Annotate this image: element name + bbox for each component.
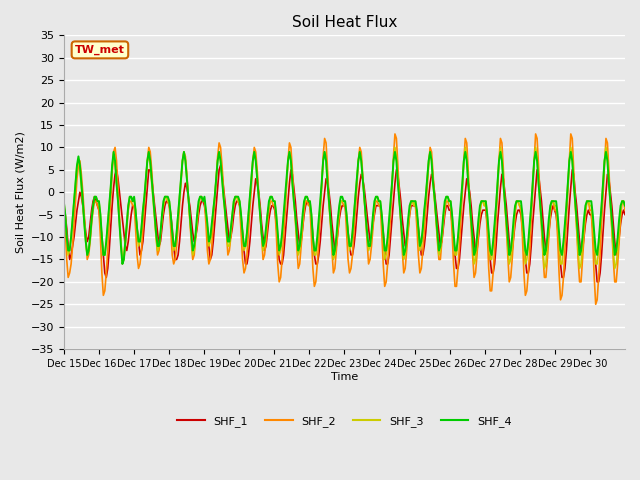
SHF_1 xyxy=(593,279,601,285)
SHF_1 xyxy=(545,230,553,236)
X-axis label: Time: Time xyxy=(331,372,358,382)
SHF_1 xyxy=(60,203,68,208)
Line: SHF_3: SHF_3 xyxy=(64,147,625,268)
SHF_3 xyxy=(349,230,356,236)
SHF_4 xyxy=(351,194,359,200)
SHF_2 xyxy=(592,301,600,307)
SHF_3 xyxy=(621,203,629,208)
SHF_4 xyxy=(109,149,117,155)
SHF_4 xyxy=(118,261,126,267)
SHF_2 xyxy=(621,207,629,213)
Legend: SHF_1, SHF_2, SHF_3, SHF_4: SHF_1, SHF_2, SHF_3, SHF_4 xyxy=(173,411,516,431)
SHF_4 xyxy=(79,198,86,204)
SHF_1 xyxy=(217,162,225,168)
SHF_2 xyxy=(391,131,399,137)
SHF_1 xyxy=(621,212,629,217)
Text: TW_met: TW_met xyxy=(75,45,125,55)
SHF_4 xyxy=(620,198,627,204)
SHF_4 xyxy=(547,203,554,208)
Title: Soil Heat Flux: Soil Heat Flux xyxy=(292,15,397,30)
SHF_3 xyxy=(97,212,104,217)
SHF_1 xyxy=(97,221,104,227)
SHF_3 xyxy=(391,144,399,150)
SHF_4 xyxy=(97,212,104,217)
Y-axis label: Soil Heat Flux (W/m2): Soil Heat Flux (W/m2) xyxy=(15,132,25,253)
SHF_2 xyxy=(97,234,104,240)
SHF_2 xyxy=(545,234,553,240)
Line: SHF_4: SHF_4 xyxy=(64,152,625,264)
SHF_1 xyxy=(350,243,358,249)
SHF_3 xyxy=(79,203,86,208)
SHF_1 xyxy=(620,207,627,213)
Line: SHF_2: SHF_2 xyxy=(64,134,625,304)
SHF_1 xyxy=(461,189,469,195)
SHF_4 xyxy=(621,203,629,208)
SHF_1 xyxy=(79,203,86,208)
SHF_4 xyxy=(60,198,68,204)
SHF_2 xyxy=(79,189,86,195)
SHF_3 xyxy=(541,265,548,271)
SHF_2 xyxy=(461,135,469,141)
SHF_2 xyxy=(620,198,627,204)
Line: SHF_1: SHF_1 xyxy=(64,165,625,282)
SHF_4 xyxy=(463,158,470,164)
SHF_3 xyxy=(461,144,469,150)
SHF_3 xyxy=(60,198,68,204)
SHF_3 xyxy=(547,207,554,213)
SHF_2 xyxy=(60,203,68,208)
SHF_3 xyxy=(620,198,627,204)
SHF_2 xyxy=(349,252,356,258)
